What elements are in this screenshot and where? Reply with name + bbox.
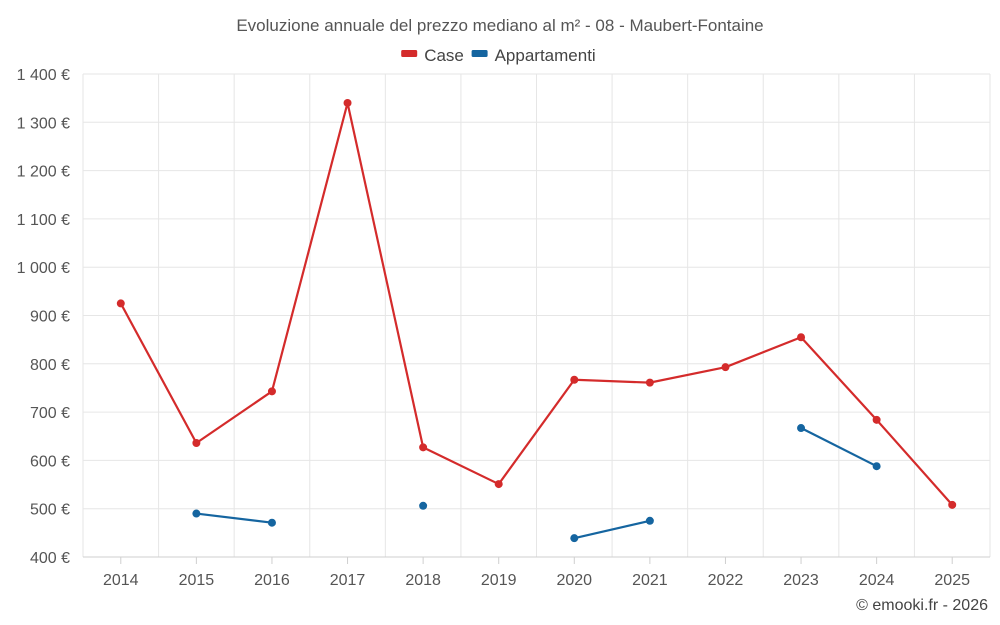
data-point-case-2014 [116, 299, 125, 308]
legend-item-appartamenti: Appartamenti [471, 46, 596, 65]
grid [82, 73, 991, 558]
legend-swatch [401, 50, 418, 57]
x-tick-label: 2024 [859, 572, 895, 589]
data-point-case-2025 [948, 500, 957, 509]
y-tick-label: 800 € [30, 357, 70, 374]
data-point-case-2024 [872, 415, 881, 424]
y-tick-label: 500 € [30, 502, 70, 519]
y-tick-label: 1 300 € [17, 115, 70, 132]
series-case [116, 98, 957, 509]
x-tick-label: 2021 [632, 572, 668, 589]
chart-title: Evoluzione annuale del prezzo mediano al… [236, 16, 763, 35]
x-tick-label: 2018 [405, 572, 441, 589]
series-line-appartamenti [196, 512, 273, 524]
data-point-appartamenti-2021 [645, 516, 654, 525]
series-appartamenti [192, 424, 881, 543]
x-tick-label: 2023 [783, 572, 819, 589]
data-point-appartamenti-2024 [872, 462, 881, 471]
data-point-case-2018 [419, 443, 428, 452]
legend-swatch [471, 50, 488, 57]
data-point-appartamenti-2018 [419, 501, 428, 510]
x-tick-label: 2025 [934, 572, 970, 589]
legend-label: Case [424, 46, 464, 65]
data-point-case-2017 [343, 98, 352, 107]
series-line-appartamenti [800, 427, 878, 468]
y-tick-label: 700 € [30, 405, 70, 422]
data-point-case-2021 [645, 378, 654, 387]
legend-item-case: Case [401, 46, 464, 65]
data-point-appartamenti-2020 [570, 534, 579, 543]
x-tick-label: 2015 [179, 572, 215, 589]
y-tick-label: 600 € [30, 453, 70, 470]
data-point-case-2023 [797, 333, 806, 342]
data-point-case-2019 [494, 480, 503, 489]
data-point-appartamenti-2023 [797, 424, 806, 433]
data-point-appartamenti-2016 [267, 518, 276, 527]
x-tick-label: 2020 [556, 572, 592, 589]
series-line-case [119, 101, 954, 506]
series [116, 98, 957, 543]
y-tick-label: 1 100 € [17, 212, 70, 229]
y-tick-label: 900 € [30, 309, 70, 326]
x-tick-label: 2019 [481, 572, 517, 589]
x-tick-label: 2014 [103, 572, 139, 589]
data-point-case-2016 [267, 387, 276, 396]
footer-credit: © emooki.fr - 2026 [856, 597, 988, 614]
x-tick-label: 2016 [254, 572, 290, 589]
data-point-case-2020 [570, 375, 579, 384]
data-point-appartamenti-2015 [192, 509, 201, 518]
legend-label: Appartamenti [495, 46, 596, 65]
x-tick-label: 2022 [708, 572, 744, 589]
y-tick-label: 400 € [30, 550, 70, 567]
legend: Case Appartamenti [401, 46, 596, 65]
x-tick-label: 2017 [330, 572, 366, 589]
data-point-case-2015 [192, 439, 201, 448]
axes: 400 € 500 € 600 € 700 € 800 € 900 € 1 000 € 1 1… [17, 67, 990, 589]
y-tick-label: 1 000 € [17, 260, 70, 277]
data-point-case-2022 [721, 363, 730, 372]
y-tick-label: 1 400 € [17, 67, 70, 84]
series-line-appartamenti [574, 519, 651, 540]
y-tick-label: 1 200 € [17, 164, 70, 181]
